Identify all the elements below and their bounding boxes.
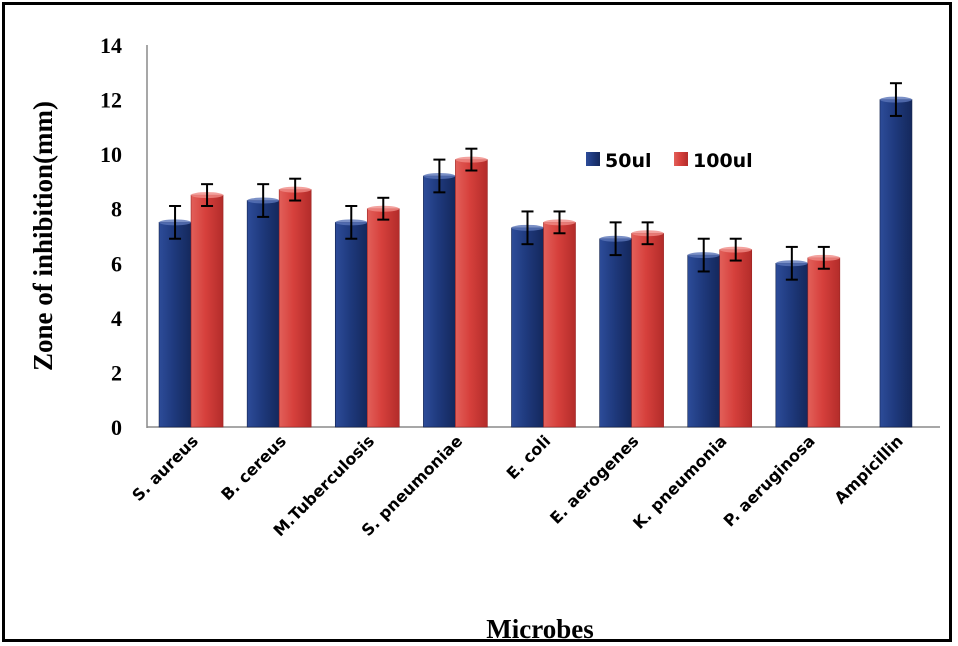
- x-tick-label: Ampicillin: [831, 431, 907, 507]
- bar-50ul: [246, 200, 280, 428]
- x-tick-label: B. cereus: [217, 431, 290, 504]
- error-bar-50ul: [521, 210, 534, 246]
- bar-50ul: [879, 99, 913, 428]
- bars: [158, 96, 913, 428]
- y-tick-label: 4: [111, 306, 122, 331]
- bar-50ul: [423, 175, 456, 428]
- bar-50ul: [511, 227, 544, 428]
- error-bar-50ul: [889, 82, 902, 117]
- bar-50ul: [687, 254, 721, 428]
- error-bar-50ul: [345, 204, 358, 240]
- y-tick-label: 2: [111, 360, 122, 385]
- error-bar-50ul: [257, 183, 270, 218]
- legend-swatch-100ul: [674, 152, 688, 166]
- bar-100ul: [190, 194, 224, 428]
- bar-100ul: [543, 222, 576, 428]
- error-bar-50ul: [169, 204, 182, 240]
- x-tick-label: E. coli: [503, 431, 555, 483]
- bar-100ul: [807, 257, 841, 428]
- error-bar-50ul: [697, 237, 710, 273]
- y-tick-label: 8: [111, 197, 122, 222]
- error-bar-100ul: [201, 183, 214, 207]
- y-tick-label: 10: [100, 142, 122, 167]
- legend-label-100ul: 100ul: [693, 150, 753, 172]
- x-tick-label: P. aeruginosa: [720, 431, 819, 530]
- bar-50ul: [775, 262, 809, 428]
- bar-50ul: [334, 222, 368, 428]
- legend-label-50ul: 50ul: [605, 150, 651, 172]
- bar-100ul: [719, 249, 753, 428]
- y-tick-label: 6: [111, 251, 122, 276]
- bar-50ul: [158, 222, 192, 428]
- y-tick-label: 12: [100, 88, 122, 113]
- bar-100ul: [366, 208, 400, 428]
- y-tick-labels: 0 2 4 6 8 10 12 14: [100, 33, 122, 440]
- error-bar-50ul: [785, 245, 798, 281]
- y-tick-label: 0: [111, 415, 122, 440]
- x-tick-label: K. pneumonia: [629, 431, 730, 532]
- bar-100ul: [631, 232, 664, 428]
- error-bars: [169, 82, 902, 281]
- error-bar-100ul: [817, 245, 830, 270]
- legend: 50ul 100ul: [586, 150, 753, 172]
- error-bar-100ul: [553, 210, 566, 235]
- x-tick-label: E. aerogenes: [546, 431, 642, 527]
- y-axis-title: Zone of inhibition(mm): [28, 101, 58, 371]
- error-bar-100ul: [289, 177, 302, 202]
- bar-100ul: [455, 159, 488, 428]
- legend-swatch-50ul: [586, 152, 600, 166]
- error-bar-100ul: [377, 196, 390, 221]
- error-bar-100ul: [729, 237, 742, 262]
- bar-50ul: [599, 238, 632, 428]
- error-bar-50ul: [609, 221, 622, 257]
- x-axis-title: Microbes: [486, 614, 593, 644]
- error-bar-100ul: [641, 221, 654, 246]
- error-bar-50ul: [433, 158, 446, 194]
- bar-100ul: [278, 189, 312, 428]
- x-tick-label: S. aureus: [128, 431, 202, 505]
- y-tick-label: 14: [100, 33, 122, 58]
- error-bar-100ul: [465, 147, 478, 172]
